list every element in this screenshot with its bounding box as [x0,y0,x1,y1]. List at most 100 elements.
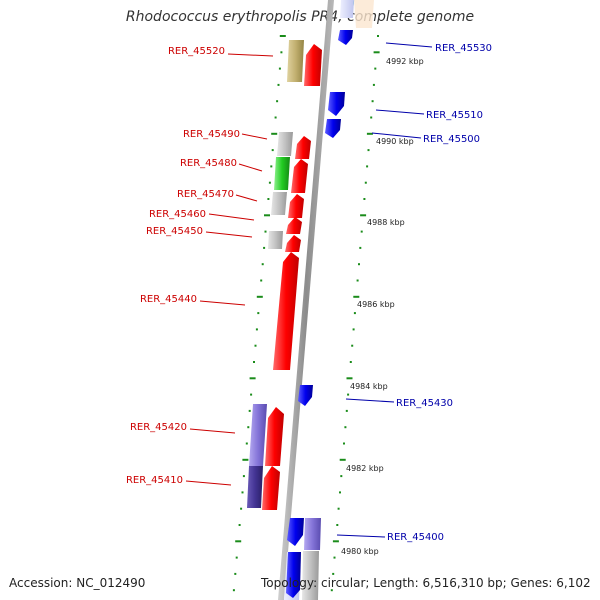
label-connector [185,480,232,486]
gene-label-rer-45530[interactable]: RER_45530 [435,43,492,54]
gene-arrow-rer-45400[interactable] [287,518,304,546]
gene-arrow-rer-45470[interactable] [288,194,304,218]
gene-label-rer-45510[interactable]: RER_45510 [426,110,483,121]
minor-tick [257,312,260,315]
minor-tick [332,572,335,575]
minor-tick [240,507,243,510]
gene-arrow-rer-45520[interactable] [304,44,322,86]
major-tick [271,132,278,135]
peach-feature [354,0,374,28]
minor-tick [263,246,266,249]
gene-label-rer-45420[interactable]: RER_45420 [130,422,187,433]
minor-tick [250,393,253,396]
minor-tick [374,67,377,70]
label-connector [227,53,274,57]
purple-feature[interactable] [249,404,267,466]
gene-arrow-rer-45510[interactable] [328,92,345,116]
genome-axis [278,0,334,600]
minor-tick [345,409,348,412]
gene-arrow-rer-45440[interactable] [273,252,299,370]
left-gene-labels: RER_45520 RER_45490 RER_45480 RER_45470 … [126,46,274,486]
gene-arrow-rer-45490[interactable] [295,136,311,159]
label-connector [385,42,433,48]
dark-purple-feature[interactable] [247,466,263,508]
minor-tick [268,181,271,184]
minor-tick [347,393,350,396]
scale-label-4986: 4986 kbp [357,300,395,309]
topology-text: Topology: circular; Length: 6,516,310 bp… [261,576,591,590]
minor-tick [339,491,341,494]
minor-tick [370,116,373,119]
gene-label-rer-45430[interactable]: RER_45430 [396,398,453,409]
major-tick [373,51,380,54]
gene-arrow-rer-45420[interactable] [265,407,284,466]
major-tick [346,377,353,380]
gene-label-rer-45460[interactable]: RER_45460 [149,209,206,220]
gene-arrow-rer-45500[interactable] [325,119,341,138]
reverse-strand-genes [286,30,353,598]
minor-tick [336,524,339,526]
label-connector [371,132,422,139]
minor-tick [248,409,251,412]
minor-tick [232,589,235,592]
scale-label-4984: 4984 kbp [350,382,388,391]
major-tick [353,295,360,298]
minor-tick [255,328,258,331]
minor-tick [371,100,374,103]
minor-tick [276,100,279,103]
gene-label-rer-45520[interactable]: RER_45520 [168,46,225,57]
gene-label-rer-45490[interactable]: RER_45490 [183,129,240,140]
gene-label-rer-45480[interactable]: RER_45480 [180,158,237,169]
minor-tick [245,442,248,445]
label-connector [238,163,263,172]
forward-strand-genes [262,44,322,510]
label-connector [208,213,255,221]
minor-tick [364,181,367,184]
minor-tick [264,230,267,233]
tick-marks [232,35,380,592]
scale-label-4992: 4992 kbp [386,57,424,66]
minor-tick [358,263,360,266]
major-tick [256,295,263,298]
gray-feature[interactable] [271,192,287,215]
minor-tick [377,35,379,37]
purple-feature[interactable] [304,518,321,550]
major-tick [366,132,373,135]
right-gene-labels: RER_45530 RER_45510 RER_45500 RER_45430 … [336,42,492,543]
minor-tick [238,524,241,526]
minor-tick [366,165,369,168]
gene-arrow-rer-45410[interactable] [262,466,280,510]
gray-feature[interactable] [268,231,283,249]
label-connector [241,133,268,140]
gray-feature[interactable] [302,551,319,600]
major-tick [242,458,249,461]
scale-label-4988: 4988 kbp [367,218,405,227]
minor-tick [277,83,280,86]
minor-tick [344,426,347,429]
minor-tick [372,83,375,86]
gene-label-rer-45500[interactable]: RER_45500 [423,134,480,145]
label-connector [205,231,253,238]
minor-tick [278,67,281,70]
gene-label-rer-45450[interactable]: RER_45450 [146,226,203,237]
pale-blue-feature [340,0,354,18]
green-feature[interactable] [274,157,290,190]
minor-tick [333,556,336,559]
gene-arrow-rer-45480[interactable] [291,159,308,193]
gene-arrow-rer-45430[interactable] [298,385,313,406]
gene-arrow-rer-45450[interactable] [285,235,301,252]
gene-label-rer-45440[interactable]: RER_45440 [140,294,197,305]
olive-feature[interactable] [287,40,304,82]
minor-tick [270,165,273,168]
label-connector [375,109,425,115]
scale-label-4990: 4990 kbp [376,137,414,146]
reverse-gene-arrow[interactable] [286,552,301,598]
minor-tick [360,230,363,233]
gray-feature[interactable] [277,132,293,156]
gene-label-rer-45400[interactable]: RER_45400 [387,532,444,543]
gene-arrow-rer-45460[interactable] [286,217,302,234]
gene-arrow-rer-45530[interactable] [338,30,353,45]
minor-tick [359,246,362,249]
gene-label-rer-45410[interactable]: RER_45410 [126,475,183,486]
gene-label-rer-45470[interactable]: RER_45470 [177,189,234,200]
